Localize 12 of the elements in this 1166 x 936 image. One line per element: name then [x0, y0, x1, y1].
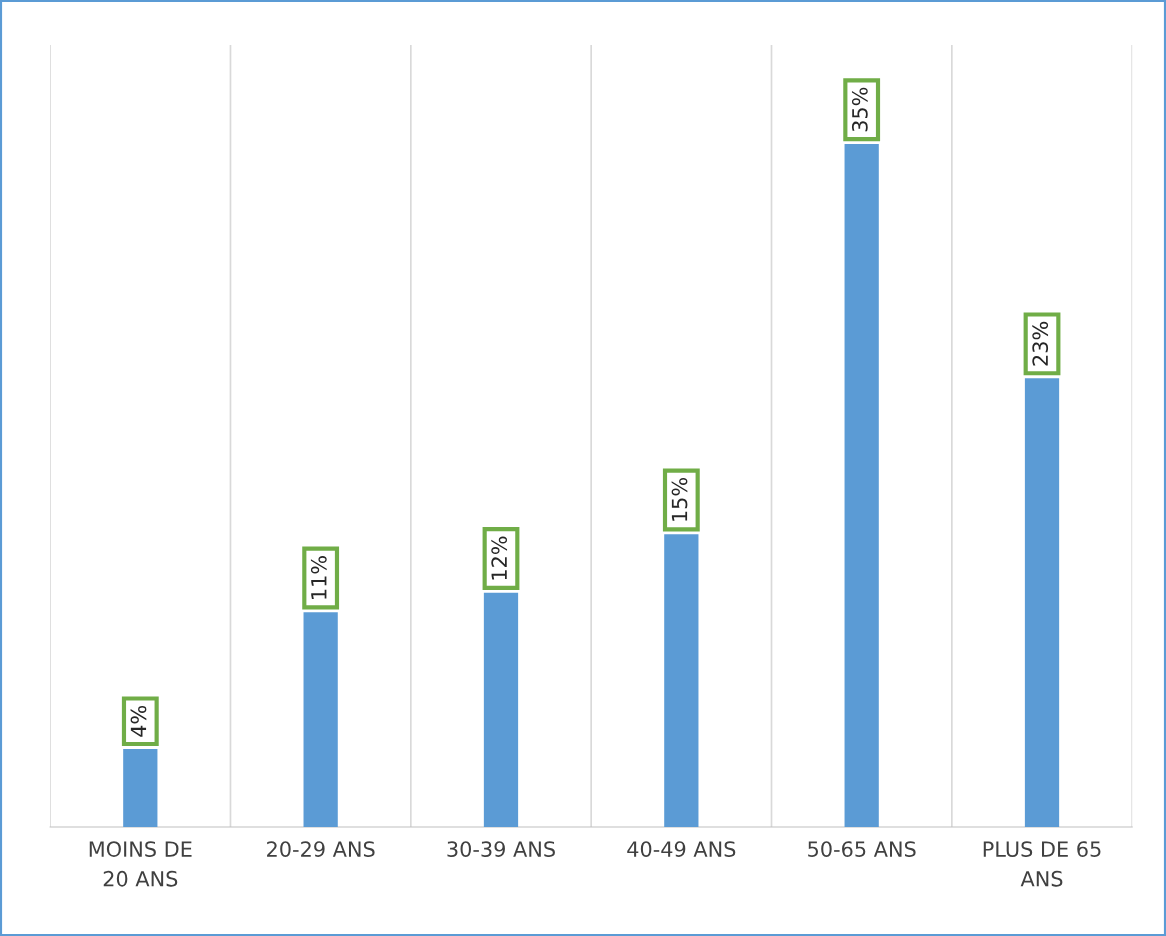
x-tick-label: MOINS DE 20 ANS	[89, 841, 192, 887]
x-tick-label: 20-29 ANS	[267, 841, 375, 857]
data-label: 35%	[851, 87, 868, 132]
x-tick-label: 50-65 ANS	[808, 841, 916, 857]
x-tick-label: 40-49 ANS	[627, 841, 736, 857]
data-label: 11%	[310, 556, 327, 599]
data-label: 12%	[491, 536, 508, 580]
data-label: 4%	[130, 705, 147, 737]
data-label: 23%	[1032, 321, 1049, 366]
x-tick-label: PLUS DE 65 ANS	[983, 841, 1101, 887]
x-tick-label: 30-39 ANS	[447, 841, 555, 857]
data-label: 15%	[671, 477, 688, 521]
